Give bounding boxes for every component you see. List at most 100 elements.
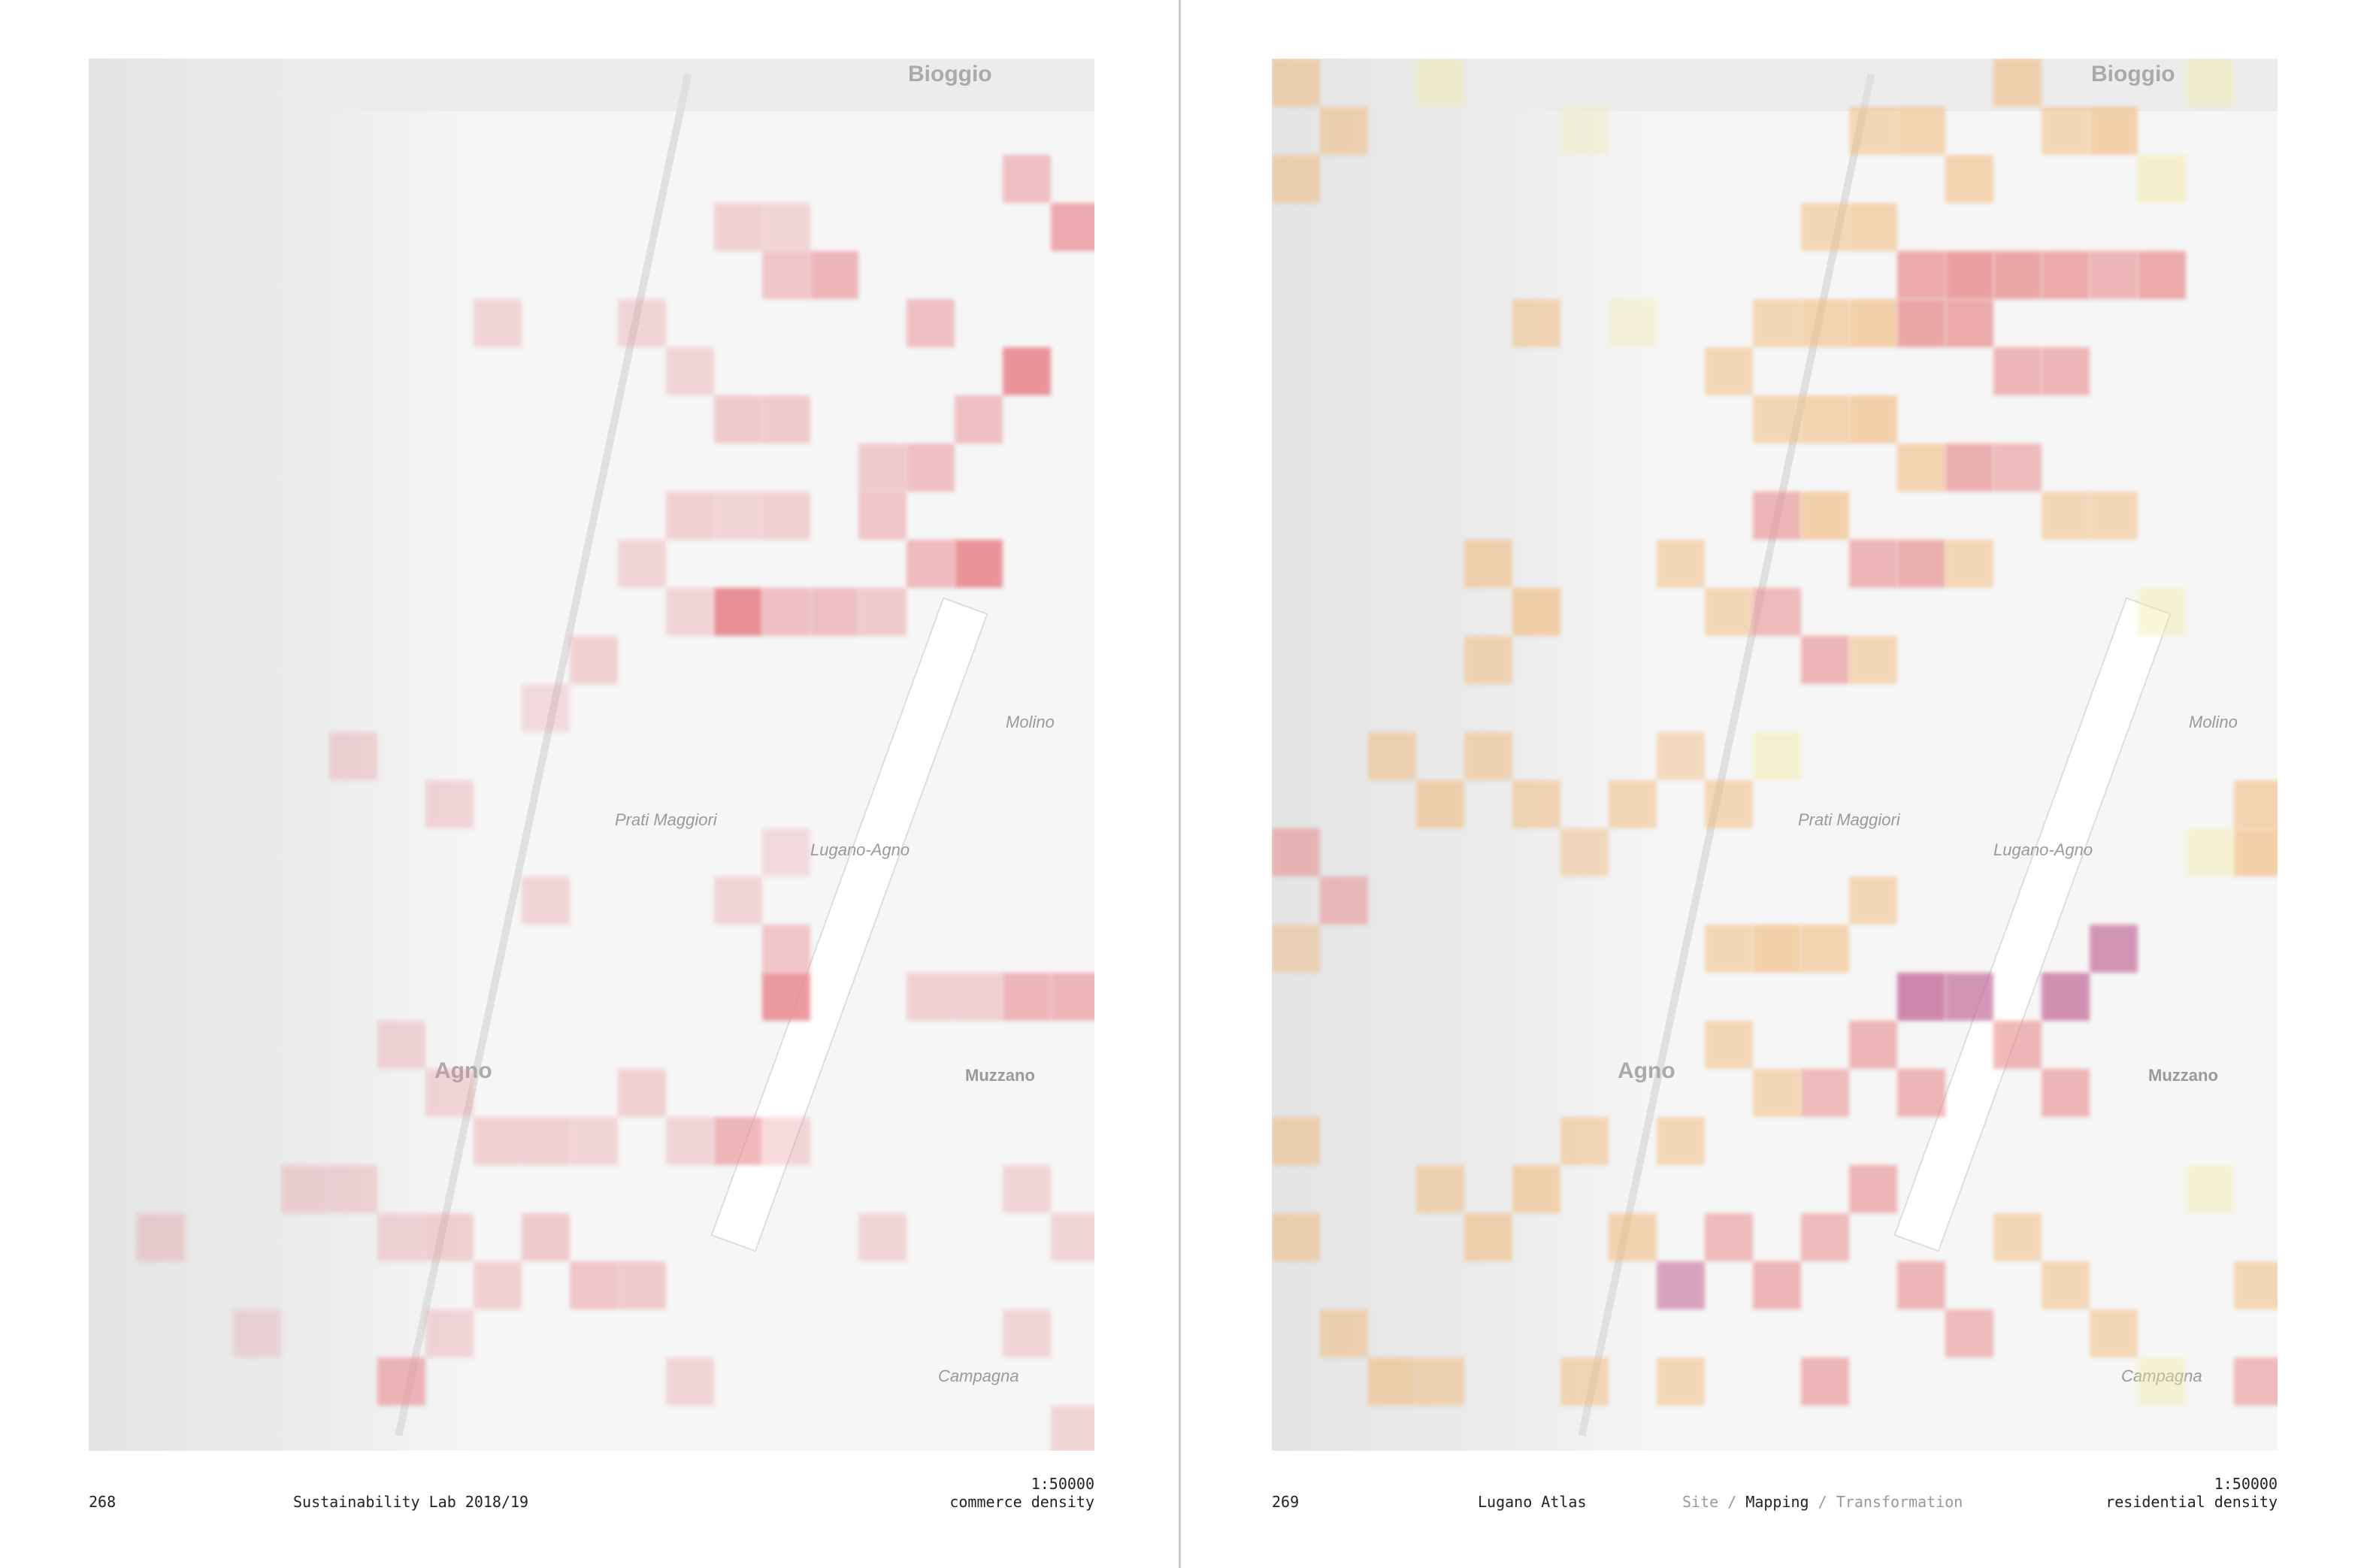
heat-cell — [1560, 1117, 1609, 1165]
label-campagna: Campagna — [938, 1367, 1019, 1385]
heat-cell — [1705, 1021, 1753, 1069]
heat-cell — [377, 1213, 425, 1261]
page-gutter — [1179, 0, 1181, 1568]
label-bioggio: Bioggio — [908, 62, 992, 86]
heat-cell — [1849, 540, 1897, 588]
heat-cell — [522, 1117, 570, 1165]
heat-cell — [666, 1117, 714, 1165]
heat-cell — [1849, 636, 1897, 684]
heat-cell — [425, 1309, 474, 1358]
label-agno: Agno — [434, 1058, 492, 1083]
heat-cell — [1753, 732, 1801, 780]
breadcrumb-transformation[interactable]: Transformation — [1836, 1493, 1963, 1511]
heat-cell — [1609, 1213, 1657, 1261]
heat-cell — [1801, 925, 1849, 973]
heat-cell — [1560, 1358, 1609, 1406]
map-title: commerce density — [949, 1493, 1094, 1511]
breadcrumb-mapping[interactable]: Mapping — [1745, 1493, 1809, 1511]
breadcrumb-site[interactable]: Site — [1682, 1493, 1719, 1511]
heat-cell — [1416, 59, 1464, 107]
heat-cell — [2042, 492, 2090, 540]
heat-cell — [1464, 540, 1512, 588]
heat-cell — [1609, 299, 1657, 347]
heat-cell — [1560, 828, 1609, 876]
heat-cell — [2138, 588, 2186, 636]
heat-cell — [1272, 1117, 1320, 1165]
label-campagna: Campagna — [2121, 1367, 2202, 1385]
heat-cell — [1464, 636, 1512, 684]
heat-cell — [570, 1117, 618, 1165]
heat-cell — [1753, 492, 1801, 540]
heat-cell — [762, 1117, 810, 1165]
label-molino: Molino — [2189, 713, 2238, 731]
heat-cell — [2042, 1261, 2090, 1309]
map-scale: 1:50000 — [1031, 1475, 1094, 1493]
heat-cell — [858, 492, 907, 540]
heat-cell — [1512, 299, 1560, 347]
heat-cell — [1849, 1021, 1897, 1069]
heat-cell — [570, 1261, 618, 1309]
heat-cell — [955, 973, 1003, 1021]
heat-cell — [955, 395, 1003, 443]
heat-cell — [1801, 203, 1849, 251]
heat-cell — [2042, 1069, 2090, 1117]
heat-cell — [1657, 732, 1705, 780]
heat-cell — [1945, 251, 1993, 299]
heat-cell — [1051, 1213, 1094, 1261]
heat-cell — [425, 1069, 474, 1117]
heat-cell — [1657, 1358, 1705, 1406]
heat-cell — [907, 973, 955, 1021]
heat-cell — [907, 299, 955, 347]
heat-cell — [666, 588, 714, 636]
heat-cell — [1003, 347, 1051, 395]
hillside-terrain — [89, 59, 480, 1451]
heat-cell — [1993, 347, 2042, 395]
page-number: 269 — [1272, 1493, 1300, 1511]
heat-cell — [858, 443, 907, 492]
heat-cell — [2090, 107, 2138, 155]
heat-cell — [1801, 395, 1849, 443]
heat-cell — [233, 1309, 281, 1358]
breadcrumb: Site / Mapping / Transformation — [1682, 1493, 1963, 1511]
heat-cell — [618, 299, 666, 347]
heat-cell — [377, 1021, 425, 1069]
heat-cell — [1993, 251, 2042, 299]
heat-cell — [2090, 492, 2138, 540]
heat-cell — [1512, 780, 1560, 828]
heat-cell — [1272, 155, 1320, 203]
heat-cell — [329, 732, 377, 780]
heat-cell — [1272, 828, 1320, 876]
heat-cell — [474, 299, 522, 347]
heat-cell — [1003, 1309, 1051, 1358]
heat-cell — [1753, 588, 1801, 636]
heat-cell — [666, 492, 714, 540]
heat-cell — [714, 395, 762, 443]
heat-cell — [1416, 780, 1464, 828]
heat-cell — [2042, 347, 2090, 395]
publication-title: Sustainability Lab 2018/19 — [293, 1493, 529, 1511]
heat-cell — [1897, 1069, 1945, 1117]
heat-cell — [1272, 59, 1320, 107]
heat-cell — [1753, 395, 1801, 443]
heat-cell — [522, 684, 570, 732]
heat-cell — [329, 1165, 377, 1213]
breadcrumb-separator: / — [1818, 1493, 1827, 1511]
heat-cell — [1320, 107, 1368, 155]
heat-cell — [2042, 107, 2090, 155]
heat-cell — [1753, 299, 1801, 347]
heat-cell — [762, 925, 810, 973]
heat-cell — [1705, 925, 1753, 973]
commerce-density-map: Bioggio Agno Muzzano Lugano-Agno Prati M… — [89, 59, 1094, 1451]
heat-cell — [2186, 59, 2234, 107]
heat-cell — [762, 973, 810, 1021]
heat-cell — [1801, 1213, 1849, 1261]
heat-cell — [1897, 443, 1945, 492]
heat-cell — [1945, 973, 1993, 1021]
label-agno: Agno — [1618, 1058, 1675, 1083]
heat-cell — [618, 540, 666, 588]
heat-cell — [425, 780, 474, 828]
heat-cell — [1272, 925, 1320, 973]
heat-cell — [1945, 1309, 1993, 1358]
heat-cell — [1993, 1213, 2042, 1261]
heat-cell — [714, 1117, 762, 1165]
